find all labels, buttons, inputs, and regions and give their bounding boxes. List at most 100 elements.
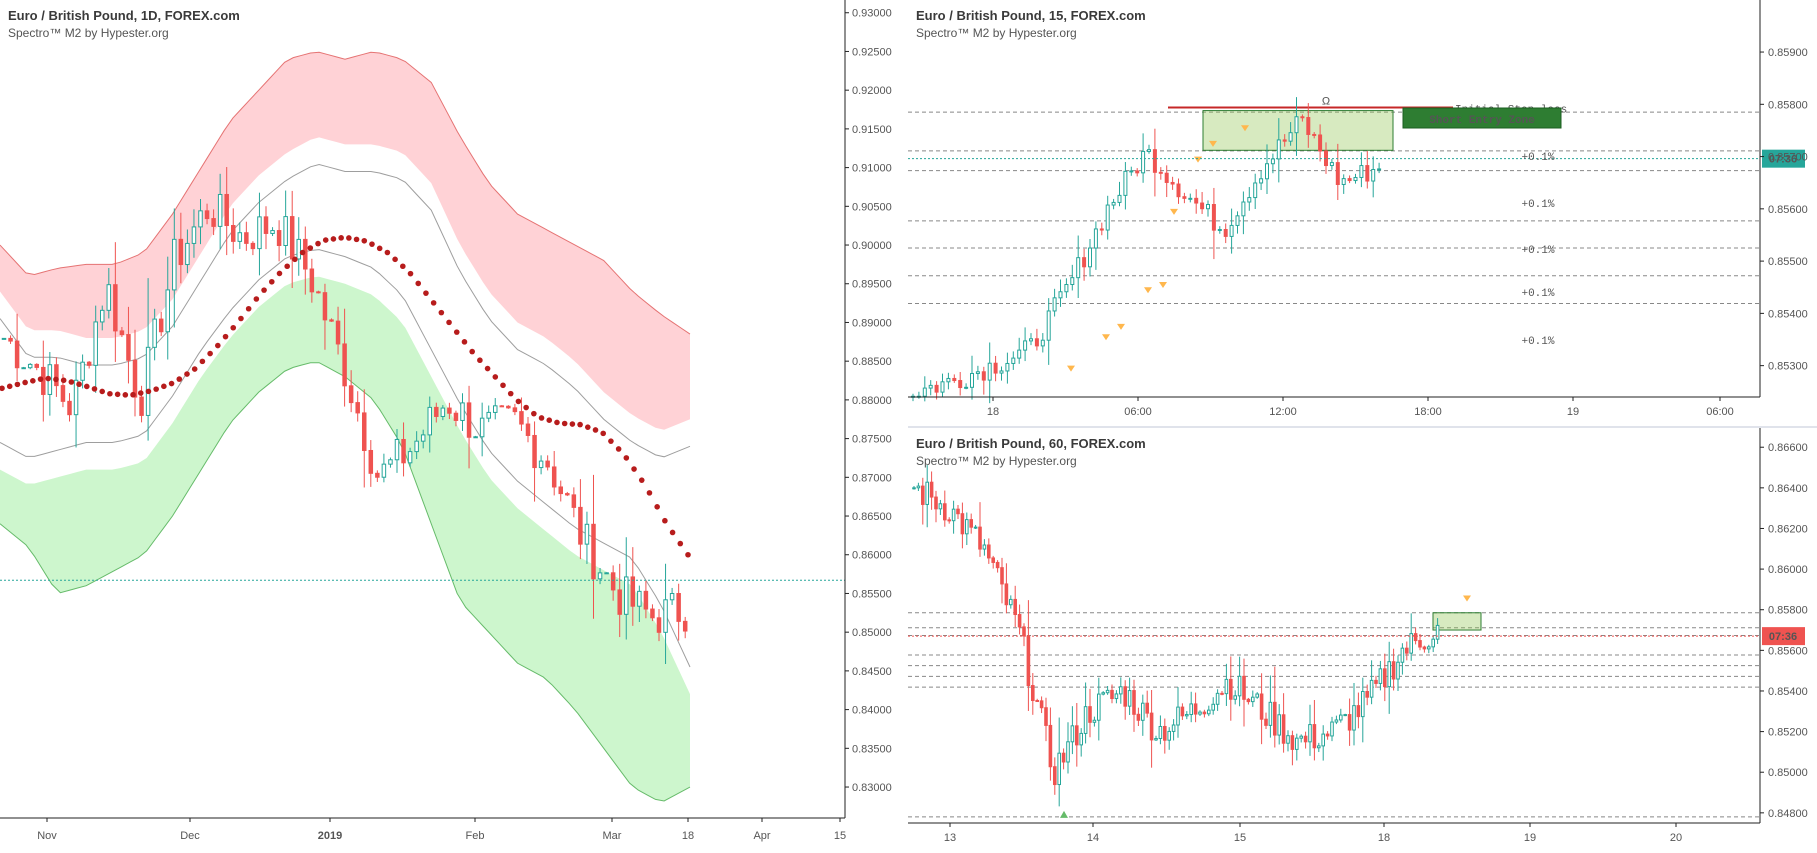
daily-candle bbox=[34, 363, 39, 368]
daily-sar-dot bbox=[469, 348, 475, 355]
daily-red-band bbox=[0, 52, 690, 430]
daily-candle bbox=[381, 463, 387, 478]
daily-sar-dot bbox=[608, 438, 614, 444]
daily-sar-dot bbox=[207, 350, 213, 357]
daily-sar-dot bbox=[654, 504, 660, 510]
h1-price-tag: 07:36 bbox=[1769, 631, 1797, 643]
h1-candle bbox=[1013, 598, 1018, 616]
daily-y-tick-label: 0.86000 bbox=[852, 550, 892, 562]
h1-candle bbox=[947, 519, 952, 522]
h1-chart-panel[interactable]: 07:36 0.86600 0.86400 0.86200 0.86000 0.85800… bbox=[908, 428, 1817, 853]
m15-candle bbox=[1082, 257, 1087, 268]
h1-candle bbox=[925, 481, 929, 505]
daily-candle bbox=[538, 460, 544, 469]
daily-candle bbox=[466, 402, 472, 438]
h1-candle bbox=[1053, 766, 1057, 786]
h1-chart[interactable]: 07:36 0.86600 0.86400 0.86200 0.86000 0.85800… bbox=[908, 428, 1817, 853]
m15-target-label: +0.1% bbox=[1521, 199, 1554, 211]
daily-candle bbox=[100, 309, 105, 323]
m15-candle bbox=[1152, 149, 1157, 173]
h1-candle bbox=[1427, 646, 1431, 650]
h1-candles bbox=[912, 465, 1440, 807]
daily-chart-panel[interactable]: 0.93000 0.92500 0.92000 0.91500 0.91000 0.905… bbox=[0, 0, 900, 853]
h1-candle bbox=[912, 487, 916, 490]
daily-x-tick-label: Dec bbox=[180, 830, 200, 842]
h1-buy-marker bbox=[1060, 810, 1068, 818]
h1-candle bbox=[1176, 706, 1180, 726]
h1-candle bbox=[1268, 701, 1273, 726]
m15-candle bbox=[922, 387, 927, 397]
daily-candle bbox=[93, 321, 98, 366]
daily-x-tick-label: 2019 bbox=[318, 830, 342, 842]
h1-candle bbox=[1110, 689, 1114, 700]
daily-y-tick-label: 0.86500 bbox=[852, 511, 892, 523]
m15-candle bbox=[1211, 204, 1216, 231]
daily-y-tick-label: 0.91500 bbox=[852, 124, 892, 136]
daily-sar-dot bbox=[14, 381, 21, 388]
daily-candle bbox=[185, 242, 190, 266]
m15-candle bbox=[1058, 291, 1063, 299]
m15-signal-marker bbox=[1067, 365, 1075, 372]
h1-candle bbox=[1171, 724, 1176, 732]
daily-sar-dot bbox=[91, 386, 98, 392]
m15-candle bbox=[928, 384, 933, 389]
h1-candle bbox=[1264, 718, 1268, 726]
daily-candle bbox=[584, 523, 590, 545]
daily-candle bbox=[204, 210, 210, 220]
m15-candle bbox=[1223, 229, 1228, 237]
daily-y-tick-label: 0.90500 bbox=[852, 201, 892, 213]
daily-sar-dot bbox=[446, 319, 452, 326]
h1-candle bbox=[934, 496, 938, 510]
daily-chart[interactable]: 0.93000 0.92500 0.92000 0.91500 0.91000 0.905… bbox=[0, 0, 900, 853]
h1-x-tick-label: 20 bbox=[1670, 832, 1682, 844]
m15-chart-panel[interactable]: ΩInitial Stop-lossShort Entry Zone07:36+… bbox=[908, 0, 1817, 426]
h1-candle bbox=[1149, 712, 1154, 741]
daily-candle bbox=[86, 361, 92, 366]
h1-candle bbox=[1334, 719, 1339, 723]
h1-candle bbox=[1413, 633, 1418, 642]
m15-candle bbox=[1247, 197, 1252, 203]
m15-price-tag-bg bbox=[1762, 149, 1805, 168]
m15-candle bbox=[1117, 194, 1122, 203]
daily-candle bbox=[499, 405, 505, 408]
daily-y-tick-label: 0.92000 bbox=[852, 85, 892, 97]
daily-sar-dot bbox=[307, 245, 314, 251]
daily-sar-dot bbox=[538, 415, 545, 421]
m15-candle bbox=[1093, 228, 1098, 249]
h1-candle bbox=[1361, 690, 1365, 718]
daily-y-tick-label: 0.85000 bbox=[852, 627, 892, 639]
h1-chart-title: Euro / British Pound, 60, FOREX.com bbox=[916, 436, 1146, 451]
m15-candle bbox=[1270, 158, 1275, 165]
h1-candle bbox=[1145, 702, 1149, 714]
daily-sar-dot bbox=[361, 237, 368, 244]
daily-candle bbox=[198, 210, 203, 228]
m15-candle bbox=[1194, 197, 1199, 204]
daily-sar-dot bbox=[99, 388, 106, 395]
daily-y-tick-label: 0.89000 bbox=[852, 317, 892, 329]
h1-candle bbox=[1211, 703, 1215, 711]
daily-candle bbox=[211, 218, 216, 227]
daily-sar-dot bbox=[638, 477, 645, 483]
m15-entry-zone-label-bg bbox=[1402, 107, 1562, 129]
daily-candle bbox=[643, 590, 649, 610]
daily-candle bbox=[571, 494, 577, 508]
m15-signal-marker bbox=[1117, 323, 1125, 330]
daily-sar-dot bbox=[37, 376, 44, 382]
m15-candle bbox=[1088, 247, 1092, 268]
h1-candle bbox=[1141, 702, 1145, 721]
h1-candle bbox=[1039, 700, 1044, 709]
m15-chart[interactable]: ΩInitial Stop-lossShort Entry Zone07:36+… bbox=[908, 0, 1817, 426]
h1-candle bbox=[969, 519, 974, 528]
m15-candle bbox=[1259, 178, 1264, 184]
h1-candle bbox=[1229, 678, 1233, 700]
daily-sar-dot bbox=[662, 517, 668, 524]
daily-sar-dot bbox=[554, 419, 560, 426]
h1-candle bbox=[1435, 624, 1440, 640]
daily-candle bbox=[545, 460, 550, 468]
h1-candle bbox=[1017, 614, 1022, 628]
h1-candle bbox=[1339, 714, 1343, 721]
daily-candle bbox=[525, 423, 531, 436]
m15-y-tick-label: 0.85400 bbox=[1768, 308, 1808, 320]
daily-candle bbox=[257, 216, 262, 250]
daily-candle bbox=[289, 216, 295, 260]
